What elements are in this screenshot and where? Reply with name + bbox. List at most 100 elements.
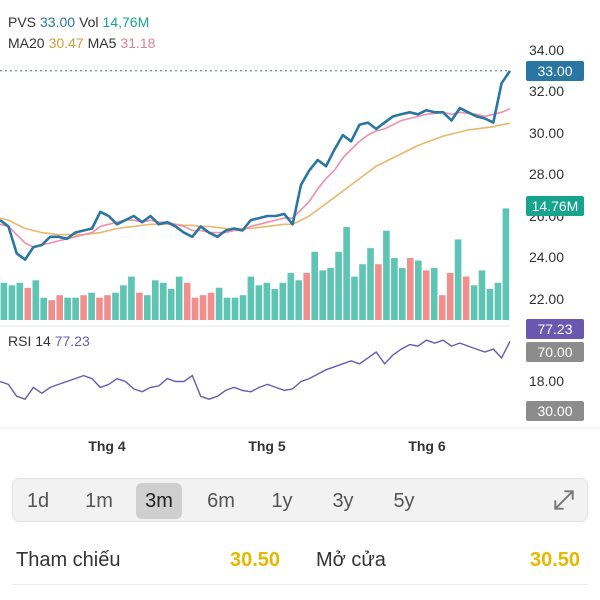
volume-tag: 14.76M bbox=[526, 196, 584, 216]
y-tick: 28.00 bbox=[528, 166, 564, 182]
timeframe-selector: 1d 1m 3m 6m 1y 3y 5y bbox=[12, 478, 588, 522]
volume-bar bbox=[48, 300, 55, 320]
volume-bar bbox=[383, 230, 390, 320]
volume-bar bbox=[136, 292, 143, 320]
header-ma-row: MA20 30.47 MA5 31.18 bbox=[8, 35, 159, 51]
ma20-label: MA20 bbox=[8, 35, 45, 51]
timeframe-1m[interactable]: 1m bbox=[85, 490, 113, 512]
y-tick: 18.00 bbox=[528, 373, 564, 389]
volume-bar bbox=[8, 285, 16, 320]
volume-bar bbox=[199, 295, 207, 320]
volume-bar bbox=[160, 282, 167, 320]
volume-bar bbox=[16, 282, 24, 320]
expand-icon[interactable] bbox=[551, 487, 577, 513]
open-price-label: Mở cửa bbox=[316, 549, 386, 571]
volume-bar bbox=[88, 292, 95, 320]
volume-bar bbox=[40, 297, 47, 320]
volume-bar bbox=[319, 270, 326, 320]
volume-bar bbox=[255, 285, 263, 320]
volume-bar bbox=[128, 276, 135, 320]
volume-bar bbox=[454, 239, 462, 320]
rsi-line bbox=[0, 339, 511, 401]
volume-bar bbox=[430, 267, 438, 320]
y-tick: 24.00 bbox=[528, 249, 564, 265]
timeframe-1d[interactable]: 1d bbox=[26, 490, 50, 512]
volume-bar bbox=[407, 258, 414, 320]
volume-bar bbox=[167, 289, 175, 320]
volume-bar bbox=[247, 276, 255, 320]
x-label: Thg 4 bbox=[88, 438, 126, 454]
volume-bar bbox=[191, 297, 199, 320]
header-price-row: PVS 33.00 Vol 14,76M bbox=[8, 14, 153, 30]
y-tick: 30.00 bbox=[528, 125, 564, 141]
volume-bar bbox=[223, 297, 231, 320]
volume-bar bbox=[112, 292, 119, 320]
volume-bar bbox=[80, 295, 87, 320]
timeframe-5y[interactable]: 5y bbox=[393, 490, 415, 512]
volume-bar bbox=[152, 280, 159, 320]
price-value: 33.00 bbox=[40, 14, 76, 30]
volume-bar bbox=[104, 295, 111, 320]
y-tick: 32.00 bbox=[528, 83, 564, 99]
rsi-label: RSI 14 bbox=[8, 333, 51, 349]
open-price-value: 30.50 bbox=[530, 549, 581, 571]
volume-bar bbox=[470, 285, 478, 320]
rsi-value: 77.23 bbox=[54, 333, 90, 349]
volume-bar bbox=[343, 227, 350, 320]
ma5-line bbox=[0, 107, 511, 248]
x-label: Thg 5 bbox=[248, 438, 286, 454]
volume-bar bbox=[144, 295, 151, 320]
volume-bar bbox=[502, 208, 510, 320]
volume-bar bbox=[295, 280, 302, 320]
volume-bar bbox=[486, 289, 494, 320]
x-label: Thg 6 bbox=[408, 438, 446, 454]
timeframe-6m[interactable]: 6m bbox=[207, 490, 235, 512]
ma5-label: MA5 bbox=[87, 35, 117, 51]
volume-bar bbox=[72, 297, 79, 320]
volume-bar bbox=[271, 289, 279, 320]
volume-bar bbox=[311, 251, 318, 320]
volume-bar bbox=[303, 272, 310, 320]
volume-bar bbox=[446, 272, 454, 320]
volume-bar bbox=[263, 282, 271, 320]
volume-bar bbox=[478, 270, 486, 320]
rsi-overbought-tag: 70.00 bbox=[526, 342, 584, 362]
vol-label: Vol bbox=[79, 14, 99, 30]
volume-bar bbox=[96, 297, 103, 320]
price-line bbox=[0, 70, 512, 261]
y-tick: 34.00 bbox=[528, 42, 564, 58]
volume-bar bbox=[207, 292, 215, 320]
volume-bar bbox=[422, 270, 430, 320]
volume-bar bbox=[415, 260, 422, 320]
volume-bar bbox=[327, 267, 334, 320]
rsi-label-row: RSI 14 77.23 bbox=[8, 333, 90, 349]
timeframe-3y[interactable]: 3y bbox=[332, 490, 354, 512]
ma20-value: 30.47 bbox=[48, 35, 84, 51]
volume-bar bbox=[120, 285, 127, 320]
rsi-oversold-tag: 30.00 bbox=[526, 401, 584, 421]
price-tag: 33.00 bbox=[526, 61, 584, 81]
y-tick: 22.00 bbox=[528, 291, 564, 307]
volume-bar bbox=[359, 264, 366, 320]
volume-bar bbox=[351, 276, 358, 320]
timeframe-3m[interactable]: 3m bbox=[136, 483, 182, 519]
volume-bar bbox=[438, 295, 446, 320]
volume-bar bbox=[367, 248, 374, 320]
volume-bar bbox=[494, 282, 502, 320]
volume-bar bbox=[24, 287, 32, 320]
ref-price-value: 30.50 bbox=[230, 549, 281, 571]
volume-bar bbox=[279, 282, 287, 320]
next-row-divider bbox=[12, 584, 588, 585]
timeframe-1y[interactable]: 1y bbox=[271, 490, 293, 512]
volume-bar bbox=[335, 251, 342, 320]
volume-bar bbox=[287, 272, 295, 320]
ma5-value: 31.18 bbox=[120, 35, 156, 51]
volume-bar bbox=[215, 287, 223, 320]
chart-area[interactable] bbox=[0, 0, 600, 470]
volume-bar bbox=[0, 282, 8, 320]
volume-bar bbox=[399, 267, 406, 320]
volume-bar bbox=[375, 264, 382, 320]
vol-value: 14,76M bbox=[102, 14, 150, 30]
ref-price-label: Tham chiếu bbox=[16, 549, 121, 571]
symbol: PVS bbox=[8, 14, 37, 30]
